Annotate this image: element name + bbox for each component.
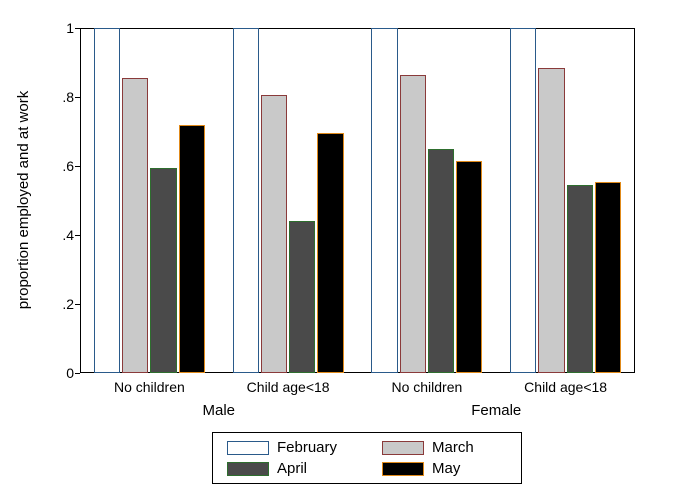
ytick-label: .6 <box>62 158 80 174</box>
bar <box>538 68 564 373</box>
legend-swatch <box>227 462 269 476</box>
bar <box>595 182 621 373</box>
ytick-label: 1 <box>66 20 80 36</box>
bar <box>261 95 287 373</box>
legend-swatch <box>382 441 424 455</box>
legend-item: April <box>227 460 352 477</box>
group-label: Child age<18 <box>510 373 621 395</box>
legend-swatch <box>227 441 269 455</box>
legend-item: March <box>382 439 507 456</box>
bar <box>456 161 482 373</box>
group-label: No children <box>94 373 205 395</box>
group-label: No children <box>371 373 482 395</box>
bar <box>428 149 454 373</box>
super-group-label: Male <box>202 402 235 419</box>
bar <box>233 28 259 373</box>
bar-group: No children <box>94 28 205 373</box>
employment-chart: 0.2.4.6.81No childrenChild age<18No chil… <box>0 0 685 501</box>
legend-item: February <box>227 439 352 456</box>
plot-area: 0.2.4.6.81No childrenChild age<18No chil… <box>80 28 635 373</box>
bar <box>567 185 593 373</box>
bar <box>289 221 315 373</box>
bar-group: Child age<18 <box>510 28 621 373</box>
legend-label: March <box>432 439 474 456</box>
bar <box>94 28 120 373</box>
bar-group: Child age<18 <box>233 28 344 373</box>
y-axis-label: proportion employed and at work <box>15 91 32 309</box>
super-group-label: Female <box>471 402 521 419</box>
bar <box>510 28 536 373</box>
bar <box>317 133 343 373</box>
ytick-label: 0 <box>66 365 80 381</box>
legend-label: May <box>432 460 460 477</box>
bar <box>400 75 426 373</box>
ytick-label: .8 <box>62 89 80 105</box>
legend-label: February <box>277 439 337 456</box>
legend-swatch <box>382 462 424 476</box>
ytick-label: .4 <box>62 227 80 243</box>
legend-item: May <box>382 460 507 477</box>
bar <box>122 78 148 373</box>
bar <box>371 28 397 373</box>
bar-group: No children <box>371 28 482 373</box>
ytick-label: .2 <box>62 296 80 312</box>
legend-label: April <box>277 460 307 477</box>
group-label: Child age<18 <box>233 373 344 395</box>
bar <box>150 168 176 373</box>
bar <box>179 125 205 373</box>
legend: February March April May <box>212 432 522 484</box>
